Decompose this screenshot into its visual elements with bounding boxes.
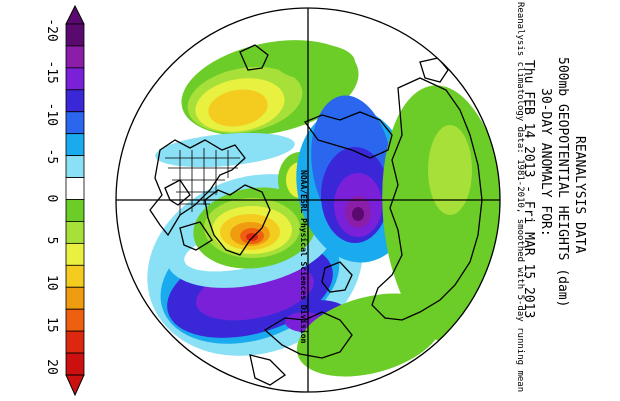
title-line-1: REANALYSIS DATA xyxy=(572,136,587,254)
colorbar-label: 10 xyxy=(44,275,59,291)
colorbar-top-arrow xyxy=(65,4,85,25)
colorbar-label: 0 xyxy=(44,195,59,203)
colorbar-cell xyxy=(65,89,85,113)
colorbar-cell xyxy=(65,352,85,376)
colorbar-bottom-arrow xyxy=(65,374,85,397)
colorbar-cell xyxy=(65,45,85,69)
colorbar-cell xyxy=(65,264,85,288)
colorbar-cell xyxy=(65,177,85,200)
colorbar-cell xyxy=(65,330,85,354)
colorbar-cell xyxy=(65,155,85,178)
colorbar-label: -15 xyxy=(44,60,59,83)
colorbar-labels: -20 -15 -10 -5 0 5 10 15 20 xyxy=(44,18,59,375)
colorbar-label: 5 xyxy=(44,237,59,245)
title-line-3: 30-DAY ANOMALY FOR: xyxy=(538,88,553,237)
colorbar: -20 -15 -10 -5 0 5 10 15 20 xyxy=(44,4,85,397)
colorbar-cell xyxy=(65,111,85,135)
climatology-footnote: Reanalysis climatology data: 1981-2010, … xyxy=(515,2,525,393)
map-boundary xyxy=(115,7,501,393)
colorbar-label: -5 xyxy=(44,149,59,165)
colorbar-cells xyxy=(65,23,85,376)
colorbar-label: -10 xyxy=(44,102,59,125)
colorbar-cell xyxy=(65,133,85,157)
colorbar-label: 15 xyxy=(44,317,59,333)
colorbar-cell xyxy=(65,286,85,310)
credit-text: NOAA/ESRL Physical Sciences Division xyxy=(299,170,308,344)
colorbar-cell xyxy=(65,221,85,244)
title-line-2: 500mb GEOPOTENTIAL HEIGHTS (dam) xyxy=(555,57,570,308)
coastlines xyxy=(149,44,483,386)
colorbar-cell xyxy=(65,199,85,222)
polar-stereographic-map xyxy=(115,7,501,393)
colorbar-cell xyxy=(65,67,85,91)
colorbar-cell xyxy=(65,23,85,47)
colorbar-label: 20 xyxy=(44,359,59,375)
anomaly-region-positive-asia xyxy=(382,85,500,345)
colorbar-cell xyxy=(65,308,85,332)
colorbar-cell xyxy=(65,242,85,266)
state-boundaries xyxy=(165,148,240,215)
colorbar-label: -20 xyxy=(44,18,59,41)
